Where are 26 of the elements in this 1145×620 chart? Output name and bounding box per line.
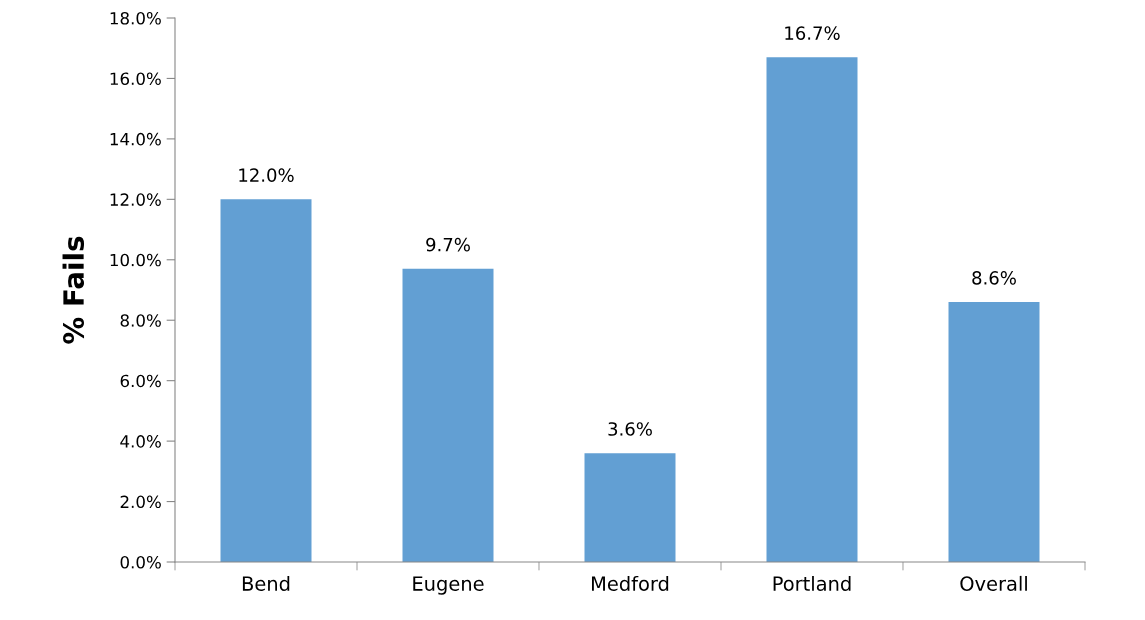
data-label: 12.0% <box>239 168 294 182</box>
x-tick-label: Portland <box>773 575 851 591</box>
bar <box>402 268 494 562</box>
bar <box>220 199 312 562</box>
y-tick-label: 12.0% <box>110 193 161 206</box>
y-tick-label: 16.0% <box>110 72 161 86</box>
x-tick-label: Bend <box>242 575 290 591</box>
data-label: 9.7% <box>426 237 470 252</box>
bar <box>584 453 676 562</box>
y-tick-label: 8.0% <box>120 314 161 327</box>
y-tick-label: 4.0% <box>120 435 161 448</box>
x-tick-label: Overall <box>960 575 1027 591</box>
x-tick-label: Medford <box>592 575 669 591</box>
data-label: 16.7% <box>785 26 840 40</box>
y-tick-label: 0.0% <box>120 555 161 569</box>
y-axis-title: % Fails <box>62 236 85 344</box>
x-tick-label: Eugene <box>413 576 484 595</box>
y-tick-label: 14.0% <box>110 132 161 146</box>
data-label: 8.6% <box>972 271 1016 285</box>
data-label: 3.6% <box>608 422 652 436</box>
y-tick-label: 18.0% <box>110 11 161 25</box>
bar <box>948 302 1040 562</box>
bar <box>766 57 858 562</box>
y-tick-label: 2.0% <box>120 495 161 509</box>
y-tick-label: 6.0% <box>120 374 161 388</box>
y-tick-label: 10.0% <box>110 253 161 267</box>
